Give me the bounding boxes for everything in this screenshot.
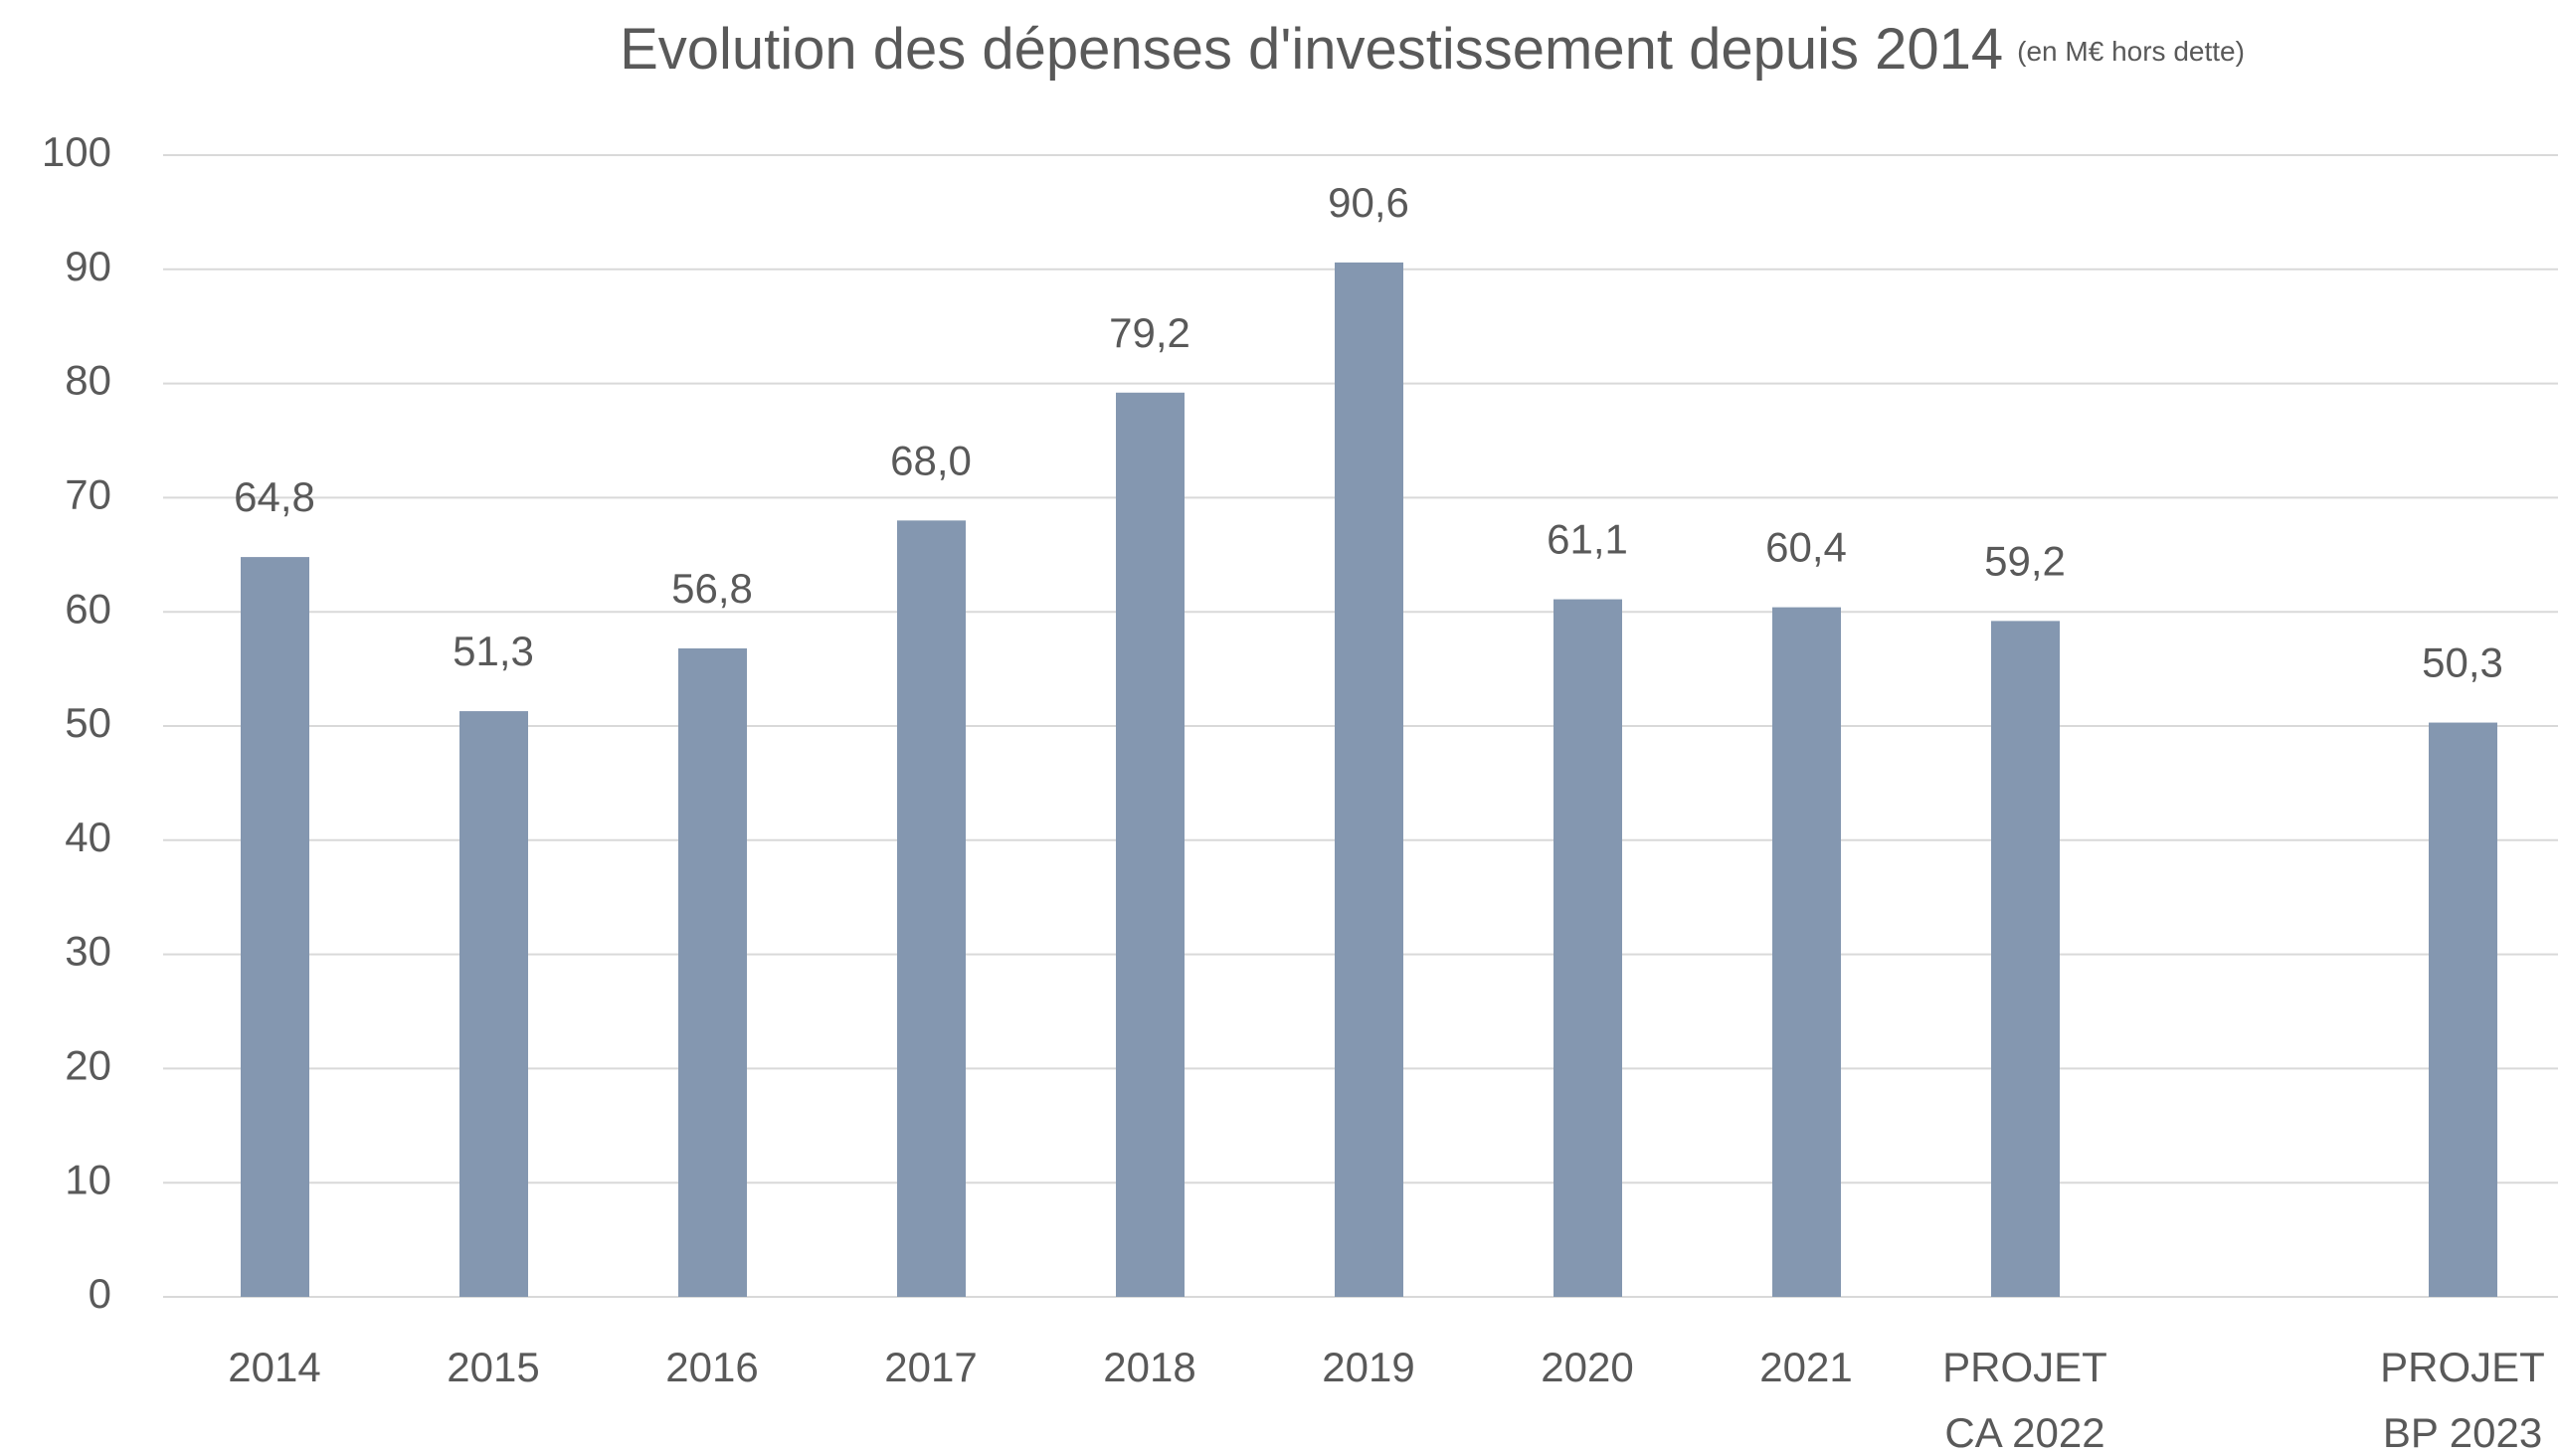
bar [678, 647, 747, 1297]
x-tick-label: 2018 [1103, 1344, 1195, 1390]
y-tick-label: 90 [65, 243, 111, 289]
data-label: 59,2 [1984, 537, 2066, 584]
y-tick-label: 0 [89, 1270, 111, 1317]
data-label: 61,1 [1547, 516, 1628, 563]
data-label: 50,3 [2422, 639, 2503, 686]
bar [897, 520, 966, 1297]
y-tick-label: 30 [65, 928, 111, 975]
bar [1116, 392, 1185, 1297]
data-label: 68,0 [890, 437, 972, 483]
bar [241, 557, 309, 1297]
data-label: 79,2 [1109, 309, 1190, 356]
chart-header: Evolution des dépenses d'investissement … [620, 17, 2245, 82]
data-label: 56,8 [671, 565, 753, 612]
x-tick-label: 2014 [228, 1344, 320, 1390]
x-tick-label: 2017 [884, 1344, 977, 1390]
data-label: 60,4 [1765, 524, 1847, 571]
y-tick-label: 70 [65, 470, 111, 517]
x-tick-label: 2019 [1322, 1344, 1414, 1390]
data-label: 64,8 [234, 473, 315, 520]
y-tick-label: 40 [65, 814, 111, 860]
bar [1335, 262, 1403, 1297]
x-tick-label: 2015 [447, 1344, 539, 1390]
x-tick-label: PROJET BP 2023 [2380, 1344, 2545, 1456]
bar [2429, 722, 2497, 1297]
y-tick-label: 60 [65, 585, 111, 632]
x-tick-label: 2021 [1759, 1344, 1852, 1390]
y-tick-label: 100 [42, 128, 111, 175]
y-tick-label: 80 [65, 357, 111, 404]
label-line: CA 2022 [1944, 1409, 2104, 1456]
x-tick-label: 2016 [665, 1344, 758, 1390]
x-tick-label: 2020 [1541, 1344, 1633, 1390]
bar [1991, 621, 2060, 1297]
bar [1553, 599, 1622, 1297]
x-tick-label: PROJET CA 2022 [1942, 1344, 2107, 1456]
data-label: 90,6 [1328, 179, 1409, 226]
label-line: PROJET [1942, 1344, 2107, 1390]
chart-subtitle: (en M€ hors dette) [2017, 36, 2245, 67]
y-tick-label: 50 [65, 699, 111, 746]
chart-title: Evolution des dépenses d'investissement … [620, 17, 2003, 82]
label-line: PROJET [2380, 1344, 2545, 1390]
data-label: 51,3 [453, 628, 534, 674]
bar [1772, 607, 1841, 1297]
bar [459, 711, 528, 1297]
y-tick-label: 10 [65, 1156, 111, 1202]
y-tick-label: 20 [65, 1041, 111, 1088]
label-line: BP 2023 [2383, 1409, 2542, 1456]
